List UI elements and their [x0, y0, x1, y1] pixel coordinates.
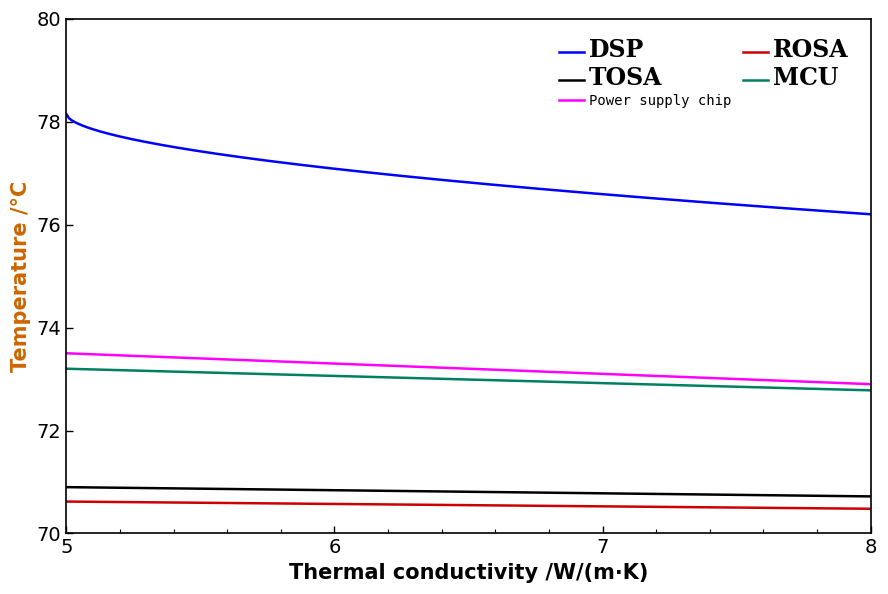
DSP	[540, 186, 551, 193]
ROSA	[61, 498, 72, 505]
TOSA	[537, 489, 548, 496]
TOSA	[61, 484, 72, 491]
TOSA	[866, 493, 876, 500]
Y-axis label: Temperature /°C: Temperature /°C	[12, 181, 31, 372]
ROSA	[537, 503, 548, 510]
MCU	[790, 385, 801, 392]
Line: DSP: DSP	[67, 114, 871, 214]
DSP	[553, 187, 564, 194]
TOSA	[553, 489, 564, 497]
X-axis label: Thermal conductivity /W/(m·K): Thermal conductivity /W/(m·K)	[289, 563, 648, 583]
MCU	[537, 378, 548, 385]
MCU	[540, 378, 551, 385]
Line: ROSA: ROSA	[67, 501, 871, 508]
TOSA	[540, 489, 551, 496]
DSP	[739, 202, 749, 209]
DSP	[790, 206, 801, 213]
Power supply chip	[540, 368, 551, 375]
Legend: DSP, TOSA, Power supply chip, ROSA, MCU: DSP, TOSA, Power supply chip, ROSA, MCU	[551, 31, 856, 115]
Power supply chip	[61, 350, 72, 357]
TOSA	[739, 491, 749, 498]
DSP	[64, 115, 75, 122]
MCU	[866, 387, 876, 394]
Power supply chip	[64, 350, 75, 357]
Power supply chip	[790, 378, 801, 385]
Power supply chip	[739, 376, 749, 383]
MCU	[61, 365, 72, 372]
Line: TOSA: TOSA	[67, 487, 871, 497]
ROSA	[739, 504, 749, 511]
DSP	[866, 211, 876, 218]
MCU	[553, 378, 564, 386]
ROSA	[866, 505, 876, 512]
ROSA	[790, 504, 801, 511]
ROSA	[64, 498, 75, 505]
ROSA	[540, 503, 551, 510]
Power supply chip	[553, 369, 564, 376]
MCU	[739, 383, 749, 390]
TOSA	[64, 484, 75, 491]
DSP	[61, 110, 72, 118]
TOSA	[790, 492, 801, 499]
DSP	[537, 185, 548, 192]
MCU	[64, 365, 75, 372]
Power supply chip	[866, 381, 876, 388]
Line: MCU: MCU	[67, 369, 871, 390]
ROSA	[553, 503, 564, 510]
Power supply chip	[537, 368, 548, 375]
Line: Power supply chip: Power supply chip	[67, 353, 871, 384]
